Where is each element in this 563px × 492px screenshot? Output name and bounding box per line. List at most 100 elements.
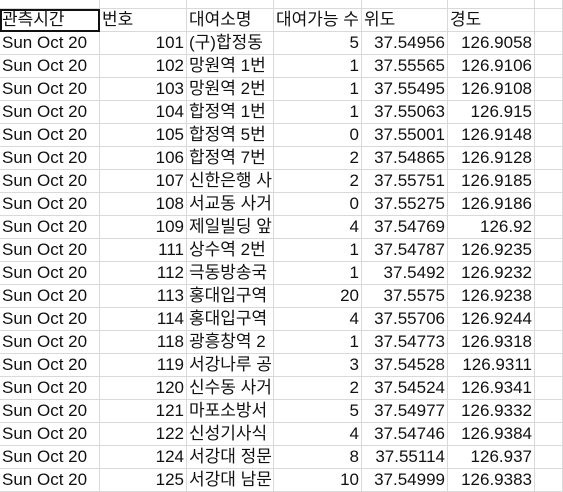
- cell-longitude[interactable]: 126.9128: [448, 147, 535, 170]
- cell-longitude[interactable]: 126.9058: [448, 32, 535, 55]
- cell-empty[interactable]: [535, 101, 563, 124]
- cell-empty[interactable]: [535, 446, 563, 469]
- cell-latitude[interactable]: 37.55751: [362, 170, 448, 193]
- cell-observed-time[interactable]: Sun Oct 20: [0, 400, 100, 423]
- cell-latitude[interactable]: 37.54769: [362, 216, 448, 239]
- cell-number[interactable]: 114: [100, 308, 187, 331]
- cell-longitude[interactable]: 126.937: [448, 446, 535, 469]
- cell-empty[interactable]: [535, 308, 563, 331]
- cell-latitude[interactable]: 37.54524: [362, 377, 448, 400]
- cell-latitude[interactable]: 37.54787: [362, 239, 448, 262]
- cell-latitude[interactable]: 37.55495: [362, 78, 448, 101]
- cell-available-count[interactable]: 5: [274, 32, 362, 55]
- cell-empty[interactable]: [535, 32, 563, 55]
- cell-empty[interactable]: [535, 423, 563, 446]
- cell-longitude[interactable]: 126.9108: [448, 78, 535, 101]
- cell-number[interactable]: 102: [100, 55, 187, 78]
- cell-observed-time[interactable]: Sun Oct 20: [0, 469, 100, 492]
- cell-longitude[interactable]: 126.92: [448, 216, 535, 239]
- cell-longitude[interactable]: 126.9384: [448, 423, 535, 446]
- cell-station-name[interactable]: 합정역 7번: [187, 147, 274, 170]
- cell-number[interactable]: 105: [100, 124, 187, 147]
- cell-number[interactable]: 122: [100, 423, 187, 446]
- cell-longitude[interactable]: 126.9148: [448, 124, 535, 147]
- cell-number[interactable]: 121: [100, 400, 187, 423]
- cell[interactable]: [187, 0, 274, 9]
- cell-available-count[interactable]: 4: [274, 308, 362, 331]
- cell-number[interactable]: 103: [100, 78, 187, 101]
- cell-number[interactable]: 120: [100, 377, 187, 400]
- cell-observed-time[interactable]: Sun Oct 20: [0, 446, 100, 469]
- cell-observed-time[interactable]: Sun Oct 20: [0, 239, 100, 262]
- cell-latitude[interactable]: 37.55114: [362, 446, 448, 469]
- cell-number[interactable]: 124: [100, 446, 187, 469]
- cell[interactable]: [100, 0, 187, 9]
- cell-observed-time[interactable]: Sun Oct 20: [0, 124, 100, 147]
- cell-station-name[interactable]: 극동방송국: [187, 262, 274, 285]
- cell-longitude[interactable]: 126.9238: [448, 285, 535, 308]
- cell-number[interactable]: 107: [100, 170, 187, 193]
- cell-station-name[interactable]: 상수역 2번: [187, 239, 274, 262]
- cell-empty[interactable]: [535, 78, 563, 101]
- cell-available-count[interactable]: 4: [274, 216, 362, 239]
- cell-empty[interactable]: [535, 216, 563, 239]
- cell-station-name[interactable]: 합정역 1번: [187, 101, 274, 124]
- cell-available-count[interactable]: 5: [274, 400, 362, 423]
- cell-latitude[interactable]: 37.55063: [362, 101, 448, 124]
- cell-observed-time[interactable]: Sun Oct 20: [0, 331, 100, 354]
- cell-empty[interactable]: [535, 285, 563, 308]
- cell-observed-time[interactable]: Sun Oct 20: [0, 423, 100, 446]
- cell-available-count[interactable]: 1: [274, 101, 362, 124]
- cell-number[interactable]: 118: [100, 331, 187, 354]
- cell-observed-time[interactable]: Sun Oct 20: [0, 285, 100, 308]
- cell-available-count[interactable]: 20: [274, 285, 362, 308]
- cell-available-count[interactable]: 10: [274, 469, 362, 492]
- cell-available-count[interactable]: 3: [274, 354, 362, 377]
- cell-empty[interactable]: [535, 354, 563, 377]
- cell-latitude[interactable]: 37.54999: [362, 469, 448, 492]
- cell[interactable]: [274, 0, 362, 9]
- cell-number[interactable]: 101: [100, 32, 187, 55]
- cell[interactable]: [448, 0, 535, 9]
- cell-longitude[interactable]: 126.9232: [448, 262, 535, 285]
- cell-available-count[interactable]: 2: [274, 377, 362, 400]
- cell-observed-time[interactable]: Sun Oct 20: [0, 354, 100, 377]
- cell-station-name[interactable]: 서강대 정문: [187, 446, 274, 469]
- cell-station-name[interactable]: 망원역 1번: [187, 55, 274, 78]
- cell-latitude[interactable]: 37.54773: [362, 331, 448, 354]
- cell-observed-time[interactable]: Sun Oct 20: [0, 32, 100, 55]
- cell[interactable]: [535, 0, 563, 9]
- cell-station-name[interactable]: 신한은행 사: [187, 170, 274, 193]
- cell-observed-time[interactable]: Sun Oct 20: [0, 216, 100, 239]
- cell-longitude[interactable]: 126.9318: [448, 331, 535, 354]
- cell-number[interactable]: 112: [100, 262, 187, 285]
- cell-empty[interactable]: [535, 331, 563, 354]
- cell-available-count[interactable]: 2: [274, 147, 362, 170]
- cell-station-name[interactable]: 광흥창역 2: [187, 331, 274, 354]
- cell-number[interactable]: 104: [100, 101, 187, 124]
- cell-station-name[interactable]: 신성기사식: [187, 423, 274, 446]
- cell-observed-time[interactable]: Sun Oct 20: [0, 262, 100, 285]
- cell-longitude[interactable]: 126.9244: [448, 308, 535, 331]
- cell-available-count[interactable]: 1: [274, 78, 362, 101]
- header-cell-number[interactable]: 번호: [100, 9, 187, 32]
- cell-longitude[interactable]: 126.9185: [448, 170, 535, 193]
- cell-longitude[interactable]: 126.9311: [448, 354, 535, 377]
- cell-longitude[interactable]: 126.9106: [448, 55, 535, 78]
- cell-available-count[interactable]: 1: [274, 262, 362, 285]
- cell-latitude[interactable]: 37.55275: [362, 193, 448, 216]
- cell-station-name[interactable]: 제일빌딩 앞: [187, 216, 274, 239]
- cell-empty[interactable]: [535, 400, 563, 423]
- cell-station-name[interactable]: 서강나루 공: [187, 354, 274, 377]
- cell-latitude[interactable]: 37.54865: [362, 147, 448, 170]
- header-cell-observed-time[interactable]: 관측시간: [0, 9, 100, 32]
- cell-station-name[interactable]: 합정역 5번: [187, 124, 274, 147]
- cell-observed-time[interactable]: Sun Oct 20: [0, 101, 100, 124]
- cell-number[interactable]: 125: [100, 469, 187, 492]
- cell-available-count[interactable]: 4: [274, 423, 362, 446]
- header-cell-station-name[interactable]: 대여소명: [187, 9, 274, 32]
- cell-number[interactable]: 106: [100, 147, 187, 170]
- cell-station-name[interactable]: 서교동 사거: [187, 193, 274, 216]
- cell-observed-time[interactable]: Sun Oct 20: [0, 147, 100, 170]
- cell-longitude[interactable]: 126.9186: [448, 193, 535, 216]
